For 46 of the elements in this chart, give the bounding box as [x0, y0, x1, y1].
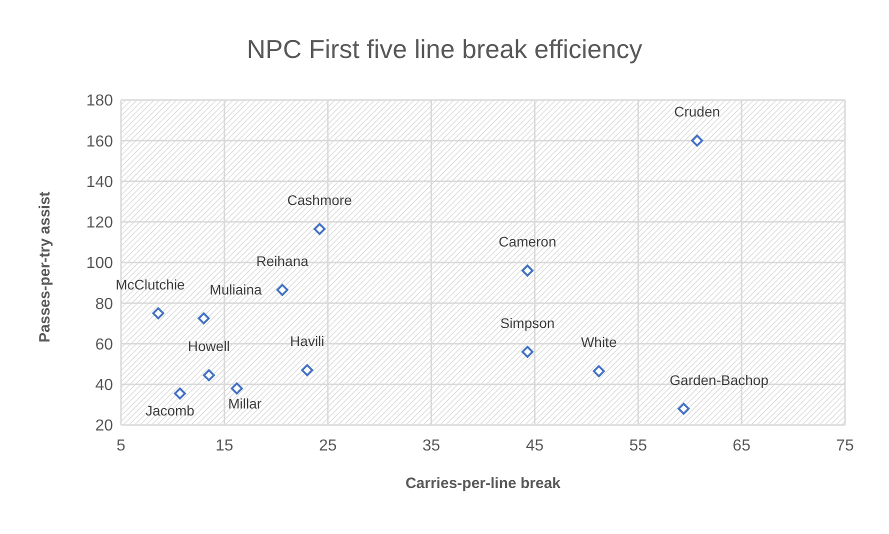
point	[152, 307, 164, 320]
y-axis-title: Passes-per-try assist	[36, 192, 54, 342]
point	[521, 346, 534, 358]
point	[230, 382, 243, 394]
data-label: White	[580, 334, 617, 350]
data-label: Reihana	[256, 252, 309, 269]
y-tick-label: 160	[86, 133, 114, 150]
x-tick-label: 35	[422, 437, 440, 454]
data-label: Jacomb	[145, 402, 195, 419]
point	[202, 369, 215, 382]
point	[592, 365, 605, 378]
data-label: McClutchie	[116, 276, 186, 292]
x-tick-label: 55	[629, 437, 648, 454]
data-label: Cashmore	[287, 192, 352, 208]
y-tick-label: 20	[95, 418, 114, 435]
y-tick-label: 60	[95, 336, 114, 354]
point	[174, 388, 186, 400]
y-tick-label: 80	[95, 296, 114, 313]
data-label: Garden-Bachop	[670, 372, 769, 388]
point	[691, 134, 704, 147]
y-tick-label: 100	[86, 255, 114, 272]
data-label: Millar	[228, 395, 262, 412]
x-tick-label: 45	[526, 437, 544, 454]
x-tick-label: 5	[116, 437, 126, 454]
chart-title: NPC First five line break efficiency	[246, 34, 644, 65]
point	[198, 312, 210, 324]
point	[678, 402, 690, 415]
data-label: Cruden	[674, 104, 720, 120]
data-label: Cameron	[498, 234, 556, 250]
x-tick-label: 25	[318, 437, 337, 454]
y-tick-label: 140	[86, 174, 114, 191]
data-label: Simpson	[500, 314, 555, 331]
data-label: Howell	[188, 338, 230, 354]
y-tick-label: 180	[86, 92, 114, 110]
x-axis-title: Carries-per-line break	[405, 475, 562, 492]
point	[301, 364, 314, 376]
x-tick-label: 15	[216, 437, 234, 454]
y-tick-label: 40	[95, 377, 114, 394]
point	[314, 222, 326, 235]
point	[521, 264, 534, 277]
data-label: Havili	[290, 333, 324, 350]
point	[276, 284, 288, 296]
x-tick-label: 75	[836, 437, 854, 454]
x-tick-label: 65	[732, 437, 751, 454]
y-tick-label: 120	[86, 214, 114, 232]
data-label: Muliaina	[210, 281, 262, 298]
